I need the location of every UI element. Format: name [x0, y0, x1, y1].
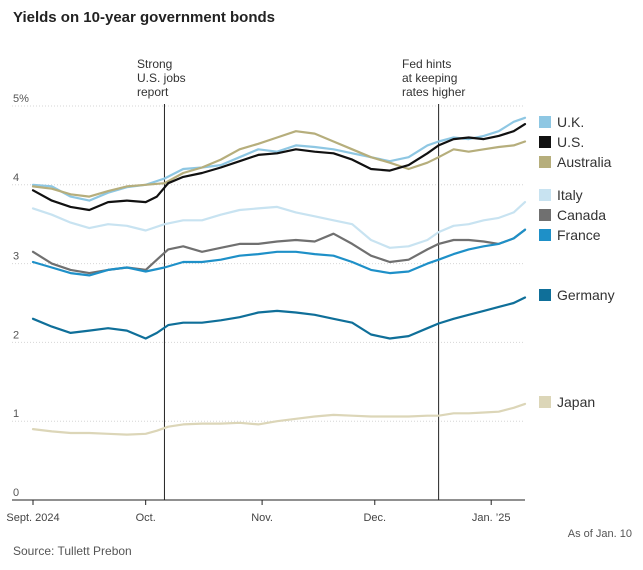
legend-label-canada: Canada: [557, 207, 607, 223]
x-tick-label-2: Nov.: [251, 512, 273, 524]
legend-swatch-japan: [539, 396, 551, 408]
legend-item-france: France: [539, 227, 601, 243]
series-line-germany: [31, 296, 527, 340]
legend-label-germany: Germany: [557, 287, 615, 303]
legend-swatch-italy: [539, 189, 551, 201]
as-of-note: As of Jan. 10: [567, 528, 632, 540]
x-tick-label-1: Oct.: [136, 512, 156, 524]
x-tick-label-0: Sept. 2024: [6, 512, 59, 524]
legend-swatch-australia: [539, 156, 551, 168]
series-line-italy: [31, 201, 527, 249]
y-tick-label-5: 5%: [13, 93, 29, 105]
legend-item-canada: Canada: [539, 207, 606, 223]
annotation-fed-line-3: rates higher: [402, 85, 466, 99]
source-note: Source: Tullett Prebon: [13, 544, 132, 558]
legend-label-uk: U.K.: [557, 114, 585, 130]
series-line-japan: [31, 402, 527, 436]
legend-item-japan: Japan: [539, 394, 595, 410]
y-tick-label-4: 4: [13, 172, 19, 184]
series-line-france: [31, 228, 527, 277]
legend-item-us: U.S.: [539, 134, 584, 150]
y-tick-label-3: 3: [13, 251, 19, 263]
legend-label-australia: Australia: [557, 154, 612, 170]
annotation-jobs-line-1: Strong: [137, 57, 173, 71]
legend-label-us: U.S.: [557, 134, 585, 150]
chart-title: Yields on 10-year government bonds: [13, 9, 276, 26]
legend-label-japan: Japan: [557, 394, 596, 410]
series-line-australia: [31, 130, 527, 198]
legend-swatch-germany: [539, 289, 551, 301]
legend-item-australia: Australia: [539, 154, 611, 170]
legend-label-italy: Italy: [557, 187, 583, 203]
x-tick-label-3: Dec.: [363, 512, 386, 524]
legend-item-germany: Germany: [539, 287, 615, 303]
annotation-fed-line-2: at keeping: [402, 71, 458, 85]
y-tick-label-1: 1: [13, 408, 19, 420]
legend-item-italy: Italy: [539, 187, 583, 203]
y-tick-label-2: 2: [13, 329, 19, 341]
series-line-us: [31, 123, 527, 212]
legend-item-uk: U.K.: [539, 114, 584, 130]
legend-swatch-france: [539, 229, 551, 241]
y-tick-label-0: 0: [13, 487, 19, 499]
legend-swatch-uk: [539, 116, 551, 128]
x-tick-label-4: Jan. ’25: [472, 512, 511, 524]
legend-swatch-canada: [539, 209, 551, 221]
series-line-uk: [31, 116, 527, 202]
annotation-jobs-line-2: U.S. jobs: [137, 71, 186, 85]
annotation-jobs-report: Strong U.S. jobs report: [137, 57, 186, 99]
annotation-fed-line-1: Fed hints: [402, 57, 452, 71]
annotation-fed-hints: Fed hints at keeping rates higher: [402, 57, 465, 99]
legend-swatch-us: [539, 136, 551, 148]
legend-label-france: France: [557, 227, 601, 243]
annotation-jobs-line-3: report: [137, 85, 169, 99]
